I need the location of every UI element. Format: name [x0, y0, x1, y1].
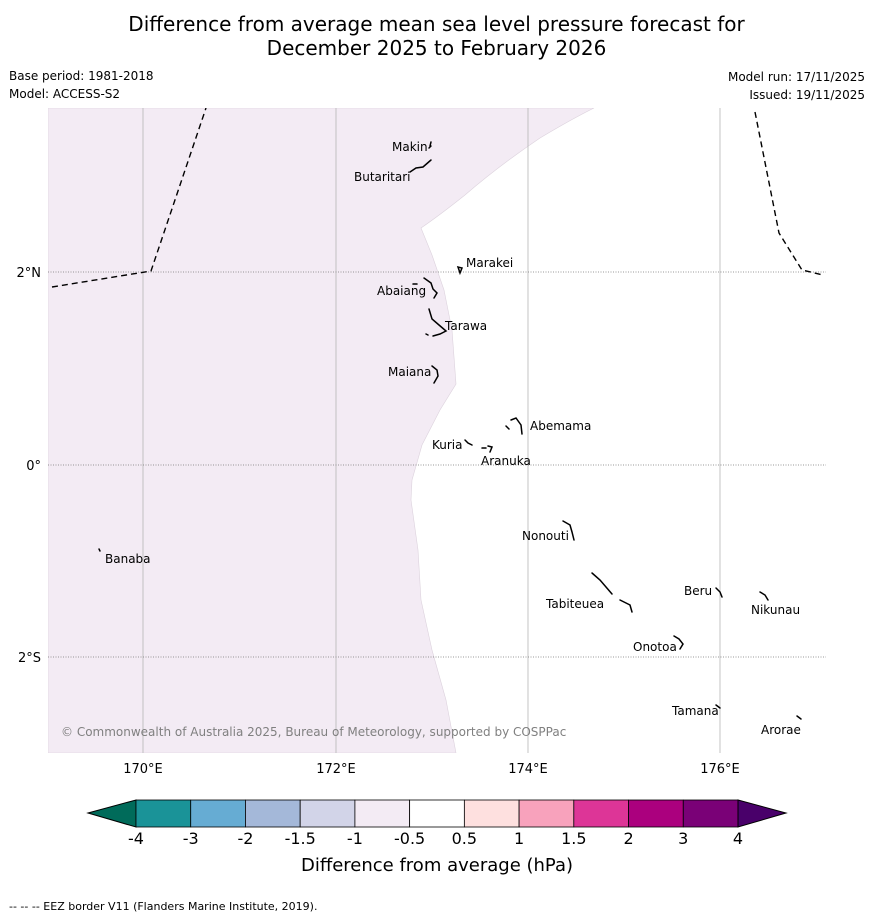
colorbar-bin-8 [518, 799, 575, 828]
colorbar-tick-7: 0.5 [452, 829, 477, 848]
island-outlines [98, 141, 802, 720]
parallels [48, 271, 826, 658]
colorbar-bin-2 [190, 799, 246, 828]
title-line-1: Difference from average mean sea level p… [128, 12, 745, 36]
footer-note: -- -- -- EEZ border V11 (Flanders Marine… [9, 900, 318, 913]
colorbar-bin-5 [354, 799, 411, 828]
label-aranuka: Aranuka [481, 454, 531, 468]
label-beru: Beru [684, 584, 712, 598]
colorbar-tick-11: 3 [678, 829, 688, 848]
island-labels: Makin Butaritari Marakei Abaiang Tarawa … [105, 140, 801, 737]
colorbar-tick-5: -1 [347, 829, 363, 848]
colorbar-tick-3: -2 [237, 829, 253, 848]
colorbar-bin-7 [463, 799, 520, 828]
colorbar-bin-6 [409, 799, 465, 828]
label-marakei: Marakei [466, 256, 513, 270]
eez-border-west [51, 108, 207, 288]
issued-date: Issued: 19/11/2025 [749, 88, 865, 102]
label-nonouti: Nonouti [522, 529, 569, 543]
copyright-notice: © Commonwealth of Australia 2025, Bureau… [61, 725, 566, 739]
colorbar-over-arrow [737, 799, 788, 828]
label-onotoa: Onotoa [633, 640, 677, 654]
axis-labels: 170°E 172°E 174°E 176°E 2°N 0° 2°S [17, 266, 740, 777]
lon-tick-176e: 176°E [700, 762, 740, 777]
island-tabiteuea [591, 572, 633, 613]
island-butaritari [409, 159, 432, 173]
colorbar-bin-3 [245, 799, 301, 828]
label-makin: Makin [392, 140, 428, 154]
model-name: Model: ACCESS-S2 [9, 87, 121, 101]
island-abemama [505, 417, 523, 435]
island-aranuka [481, 445, 494, 453]
island-maiana [431, 365, 439, 384]
lon-tick-174e: 174°E [508, 762, 548, 777]
colorbar-bins [135, 799, 739, 828]
colorbar: -4 -3 -2 -1.5 -1 -0.5 0.5 1 1.5 2 3 4 Difference fr… [86, 799, 788, 876]
graticule [142, 108, 721, 753]
chart-title: Difference from average mean sea level p… [0, 12, 873, 60]
island-beru [715, 587, 723, 598]
pressure-anomaly-region [48, 108, 595, 753]
label-nikunau: Nikunau [751, 603, 800, 617]
island-kuria [464, 439, 473, 446]
colorbar-tick-4: -1.5 [285, 829, 316, 848]
colorbar-tick-6: -0.5 [394, 829, 425, 848]
colorbar-under-arrow [86, 799, 137, 828]
lat-tick-2s: 2°S [18, 651, 41, 666]
colorbar-label: Difference from average (hPa) [301, 855, 573, 876]
colorbar-tick-9: 1.5 [561, 829, 586, 848]
colorbar-bin-9 [573, 799, 629, 828]
label-maiana: Maiana [388, 365, 431, 379]
island-banaba [98, 548, 101, 552]
label-abemama: Abemama [530, 419, 591, 433]
lat-tick-2n: 2°N [17, 266, 42, 281]
eez-border [51, 108, 824, 288]
title-line-2: December 2025 to February 2026 [266, 36, 607, 60]
label-tabiteuea: Tabiteuea [545, 597, 604, 611]
lon-tick-172e: 172°E [316, 762, 356, 777]
lon-tick-170e: 170°E [123, 762, 163, 777]
label-tamana: Tamana [671, 704, 719, 718]
island-tamana [715, 704, 721, 709]
colorbar-bin-11 [682, 799, 739, 828]
base-period: Base period: 1981-2018 [9, 69, 154, 83]
island-marakei [456, 265, 464, 276]
label-abaiang: Abaiang [377, 284, 426, 298]
colorbar-bin-4 [299, 799, 356, 828]
label-arorae: Arorae [761, 723, 801, 737]
island-nikunau [759, 591, 769, 601]
map-area: Makin Butaritari Marakei Abaiang Tarawa … [48, 108, 826, 753]
colorbar-tick-2: -3 [183, 829, 199, 848]
island-makin [428, 141, 432, 149]
colorbar-bin-1 [135, 799, 192, 828]
colorbar-tick-8: 1 [514, 829, 524, 848]
colorbar-tick-labels: -4 -3 -2 -1.5 -1 -0.5 0.5 1 1.5 2 3 4 [128, 829, 743, 848]
island-abaiang [412, 277, 438, 299]
island-tarawa [425, 308, 448, 337]
island-arorae [796, 715, 802, 720]
label-banaba: Banaba [105, 552, 151, 566]
colorbar-bin-10 [628, 799, 684, 828]
eez-border-east [754, 111, 824, 276]
label-tarawa: Tarawa [444, 319, 487, 333]
island-onotoa [673, 635, 684, 650]
island-nonouti [562, 520, 575, 541]
model-run: Model run: 17/11/2025 [727, 70, 865, 84]
label-kuria: Kuria [432, 438, 463, 452]
label-butaritari: Butaritari [354, 170, 411, 184]
lat-tick-0: 0° [26, 459, 41, 474]
colorbar-tick-10: 2 [623, 829, 633, 848]
colorbar-tick-1: -4 [128, 829, 144, 848]
colorbar-tick-12: 4 [733, 829, 743, 848]
